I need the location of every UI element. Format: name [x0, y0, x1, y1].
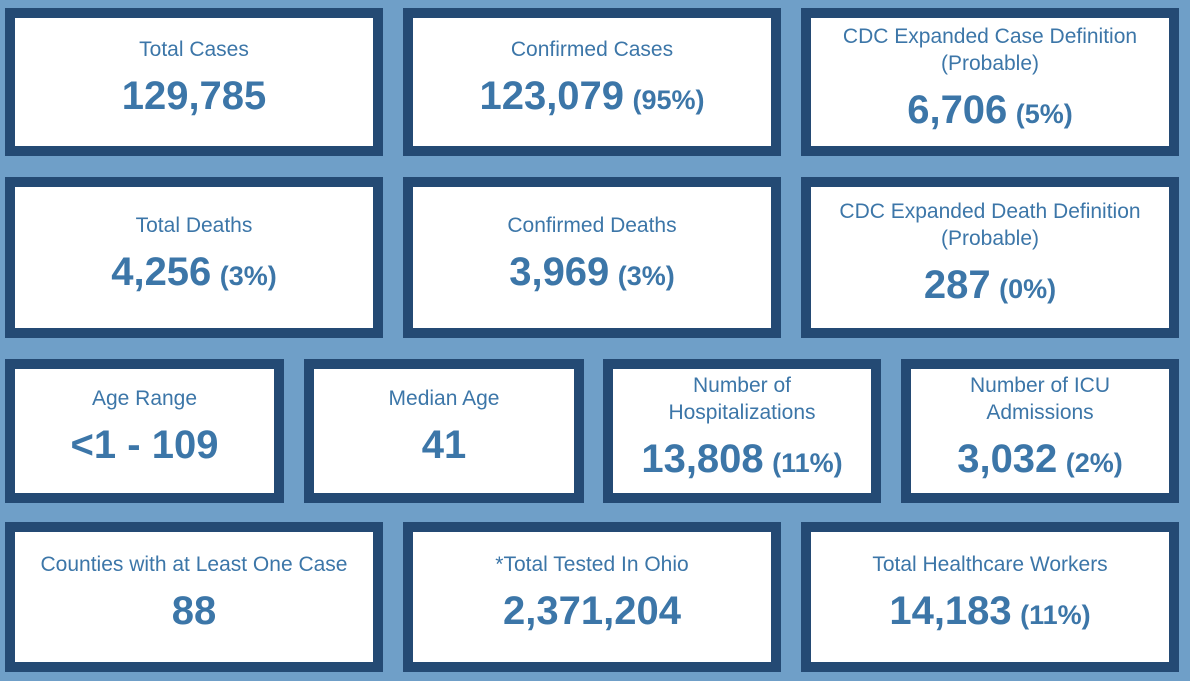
- card-percent: (2%): [1065, 447, 1123, 478]
- card-value-line: 4,256 (3%): [111, 249, 277, 304]
- card-percent: (5%): [1015, 98, 1073, 129]
- card-value: 2,371,204: [503, 589, 681, 633]
- card-percent: (3%): [219, 260, 277, 291]
- card-value-line: 129,785: [122, 73, 267, 128]
- card-value: 129,785: [121, 74, 267, 118]
- card-value: 287: [923, 263, 991, 307]
- card-label: CDC Expanded Death Definition: [839, 200, 1141, 223]
- total-tested-card: *Total Tested In Ohio 2,371,204: [403, 522, 781, 672]
- card-label-secondary: (Probable): [940, 227, 1040, 250]
- probable-cases-card: CDC Expanded Case Definition (Probable) …: [801, 8, 1179, 156]
- card-label: Confirmed Cases: [510, 38, 674, 61]
- card-value: 14,183: [889, 589, 1012, 633]
- counties-card: Counties with at Least One Case 88: [5, 522, 383, 672]
- card-value-line: 287 (0%): [924, 262, 1056, 317]
- card-label: Number of ICU: [969, 373, 1111, 397]
- hospitalizations-card: Number of Hospitalizations 13,808 (11%): [603, 359, 881, 503]
- card-label: Confirmed Deaths: [507, 213, 677, 237]
- card-value-line: <1 - 109: [71, 422, 219, 477]
- card-label-secondary: Hospitalizations: [668, 400, 816, 424]
- card-value-line: 14,183 (11%): [889, 588, 1090, 643]
- card-label: Counties with at Least One Case: [40, 553, 348, 576]
- card-label-secondary: Admissions: [986, 400, 1094, 424]
- card-label: CDC Expanded Case Definition: [842, 24, 1138, 48]
- card-value: 3,032: [957, 436, 1058, 481]
- card-label: Total Cases: [139, 38, 249, 61]
- healthcare-workers-card: Total Healthcare Workers 14,183 (11%): [801, 522, 1179, 672]
- card-value-line: 13,808 (11%): [641, 436, 842, 491]
- card-label: Age Range: [91, 387, 198, 410]
- confirmed-deaths-card: Confirmed Deaths 3,969 (3%): [403, 177, 781, 338]
- card-label: Total Healthcare Workers: [872, 553, 1108, 576]
- median-age-card: Median Age 41: [304, 359, 584, 503]
- card-label: *Total Tested In Ohio: [495, 553, 689, 576]
- card-value-line: 88: [172, 588, 217, 643]
- age-range-card: Age Range <1 - 109: [5, 359, 284, 503]
- card-value-line: 3,032 (2%): [957, 436, 1123, 491]
- card-value: 3,969: [509, 249, 610, 294]
- card-percent: (11%): [772, 447, 843, 478]
- card-value: 123,079: [479, 74, 625, 118]
- probable-deaths-card: CDC Expanded Death Definition (Probable)…: [801, 177, 1179, 338]
- card-label: Total Deaths: [135, 213, 253, 237]
- card-value-line: 41: [422, 422, 467, 477]
- card-value: 13,808: [641, 436, 764, 481]
- card-value-line: 2,371,204: [503, 588, 681, 643]
- card-label: Number of: [692, 373, 792, 397]
- total-cases-card: Total Cases 129,785: [5, 8, 383, 156]
- card-value: 6,706: [907, 87, 1008, 132]
- card-value: 4,256: [111, 249, 212, 294]
- card-value: 88: [171, 589, 217, 633]
- card-percent: (11%): [1020, 600, 1091, 630]
- card-value-line: 3,969 (3%): [509, 249, 675, 304]
- icu-admissions-card: Number of ICU Admissions 3,032 (2%): [901, 359, 1179, 503]
- card-percent: (0%): [999, 274, 1057, 304]
- card-value: <1 - 109: [70, 423, 219, 467]
- card-value-line: 6,706 (5%): [907, 87, 1073, 142]
- card-percent: (3%): [617, 260, 675, 291]
- card-label: Median Age: [388, 387, 500, 410]
- card-value-line: 123,079 (95%): [479, 73, 704, 128]
- confirmed-cases-card: Confirmed Cases 123,079 (95%): [403, 8, 781, 156]
- total-deaths-card: Total Deaths 4,256 (3%): [5, 177, 383, 338]
- card-label-secondary: (Probable): [940, 51, 1040, 75]
- card-value: 41: [421, 423, 467, 467]
- card-percent: (95%): [632, 85, 705, 115]
